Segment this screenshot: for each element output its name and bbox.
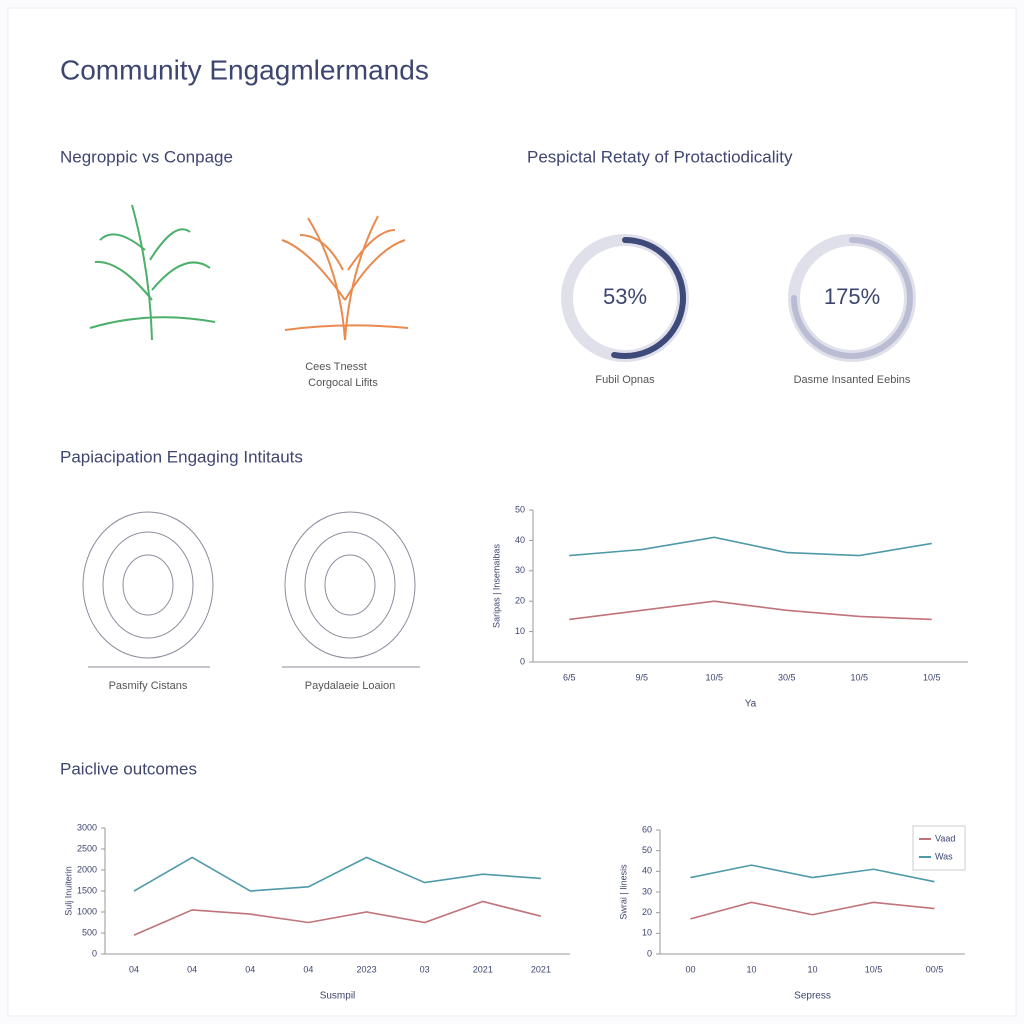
x-tick-label: 04 (303, 964, 313, 974)
concentric-circles (82, 511, 420, 668)
y-tick-label: 50 (642, 845, 652, 855)
legend-label: Was (935, 851, 953, 861)
x-tick-label: 00 (685, 964, 695, 974)
y-tick-label: 30 (642, 886, 652, 896)
y-tick-label: 0 (520, 656, 525, 666)
section-heading: Papiacipation Engaging Intitauts (60, 447, 303, 466)
section-heading: Negroppic vs Conpage (60, 147, 233, 166)
y-tick-label: 2500 (77, 843, 97, 853)
legend-box (912, 825, 966, 871)
x-tick-label: 10 (746, 964, 756, 974)
y-axis-title: Swrai | Iinesis (618, 864, 628, 920)
orange-plant (281, 215, 409, 341)
x-tick-label: 30/5 (778, 672, 796, 682)
x-tick-label: 00/5 (926, 964, 944, 974)
series-line (133, 900, 542, 936)
x-tick-label: 10/5 (705, 672, 723, 682)
y-axis-title: Sulj Inuiterin (63, 866, 73, 916)
y-tick-label: 500 (82, 927, 97, 937)
y-tick-label: 1000 (77, 906, 97, 916)
x-tick-label: 2021 (531, 964, 551, 974)
y-tick-label: 30 (515, 565, 525, 575)
caption: Pasmify Cistans (109, 680, 188, 692)
section-heading: Paiclive outcomes (60, 759, 197, 778)
y-tick-label: 10 (642, 928, 652, 938)
gauge-arc (611, 237, 686, 359)
y-tick-label: 20 (642, 907, 652, 917)
x-tick-label: 04 (129, 964, 139, 974)
y-tick-label: 10 (515, 626, 525, 636)
x-tick-label: 10/5 (923, 672, 941, 682)
y-tick-label: 40 (515, 535, 525, 545)
y-tick-label: 0 (647, 948, 652, 958)
y-tick-label: 2000 (77, 864, 97, 874)
y-axis-title: Saripas | Insemaibas (491, 544, 501, 628)
series-line (690, 864, 935, 883)
x-axis-title: Sepress (794, 991, 831, 1002)
x-tick-label: 10/5 (850, 672, 868, 682)
gauge-arc (791, 237, 913, 359)
x-tick-label: 03 (420, 964, 430, 974)
card (7, 7, 1017, 1017)
page-title: Community Engagmlermands (60, 54, 429, 85)
gauge-label: Fubil Opnas (595, 374, 655, 386)
section-heading: Pespictal Retaty of Protactiodicality (527, 147, 793, 166)
x-tick-label: 9/5 (635, 672, 648, 682)
x-tick-label: 10 (807, 964, 817, 974)
x-tick-label: 04 (187, 964, 197, 974)
green-plant (89, 204, 216, 341)
y-tick-label: 1500 (77, 885, 97, 895)
x-tick-label: 6/5 (563, 672, 576, 682)
series-line (690, 901, 935, 920)
y-tick-label: 20 (515, 596, 525, 606)
y-tick-label: 50 (515, 504, 525, 514)
series-line (569, 600, 932, 621)
series-line (569, 536, 932, 557)
series-line (133, 856, 541, 892)
y-tick-label: 3000 (77, 822, 97, 832)
x-tick-label: 2021 (473, 964, 493, 974)
legend-label: Vaad (935, 833, 955, 843)
y-tick-label: 40 (642, 866, 652, 876)
gauge-value: 175% (824, 284, 880, 309)
gauge-value: 53% (603, 284, 647, 309)
gauge-label: Dasme Insanted Eebins (794, 374, 911, 386)
y-tick-label: 0 (92, 948, 97, 958)
y-tick-label: 60 (642, 824, 652, 834)
x-axis-title: Ya (745, 699, 757, 710)
caption: Corgocal Lifits (308, 377, 378, 389)
x-tick-label: 10/5 (865, 964, 883, 974)
caption: Paydalaeie Loaion (305, 680, 396, 692)
x-tick-label: 04 (245, 964, 255, 974)
caption: Cees Tnesst (305, 361, 367, 373)
x-axis-title: Susmpil (320, 991, 356, 1002)
x-tick-label: 2023 (357, 964, 377, 974)
